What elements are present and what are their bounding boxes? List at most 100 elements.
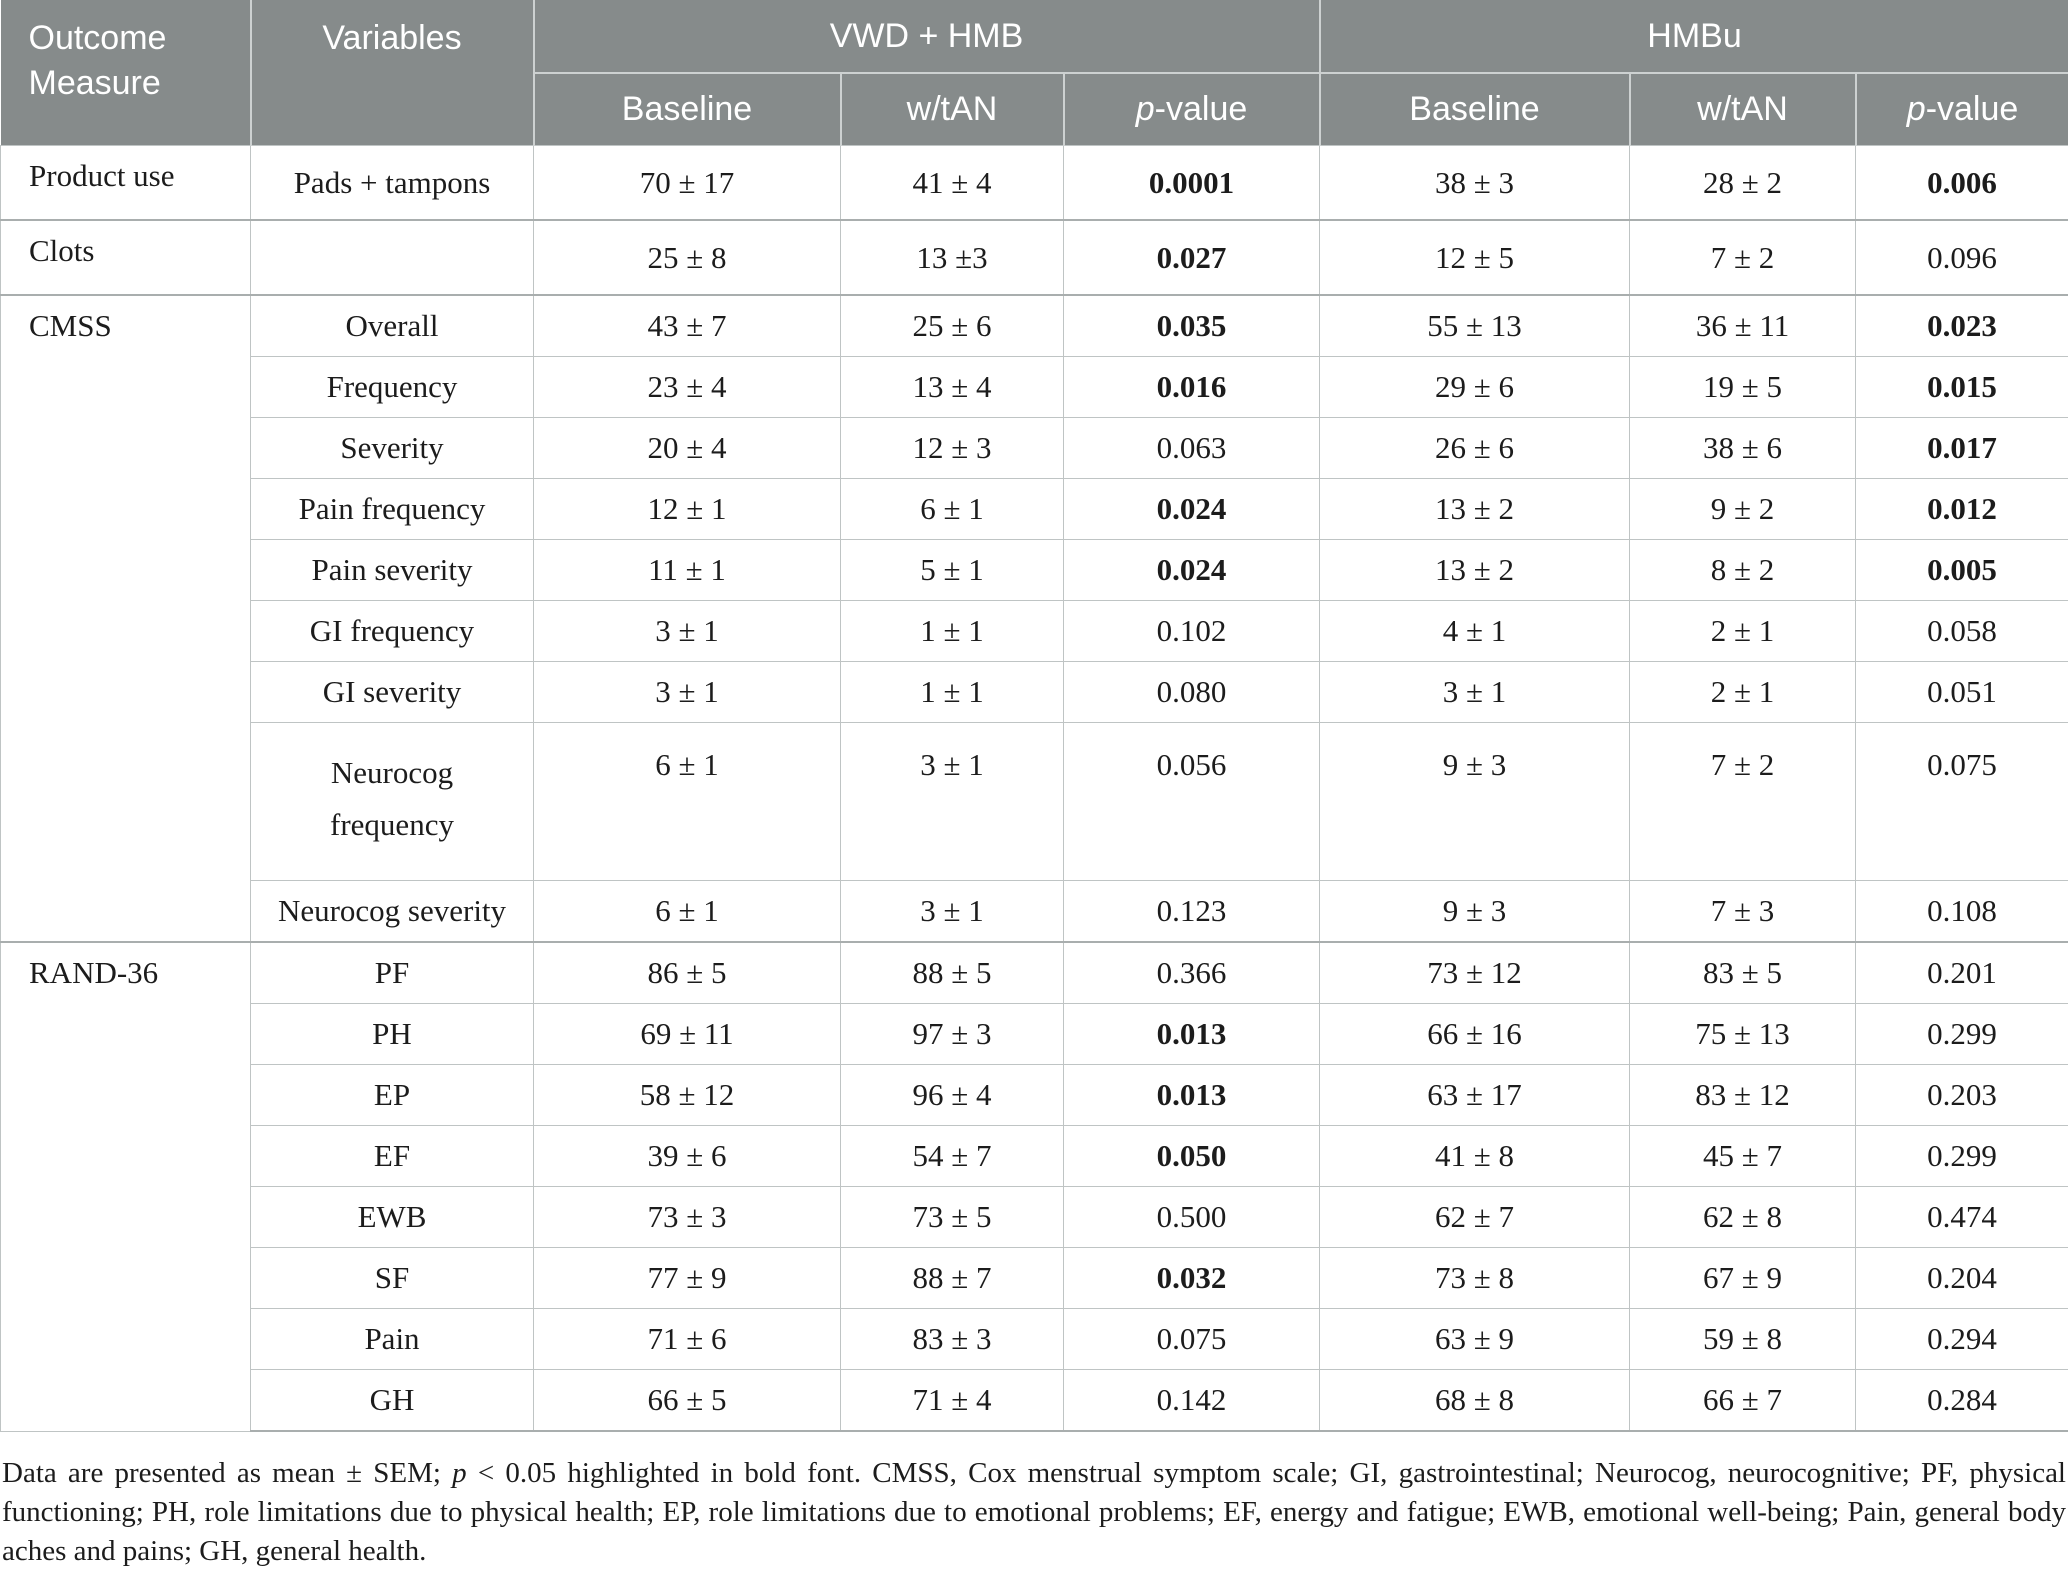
mean-sem-cell: 3 ± 1 [1320,662,1630,723]
p-value-cell: 0.474 [1856,1187,2068,1248]
variable-cell: Pain frequency [251,479,534,540]
mean-sem-cell: 63 ± 17 [1320,1065,1630,1126]
mean-sem-cell: 71 ± 4 [841,1370,1064,1432]
mean-sem-cell: 97 ± 3 [841,1004,1064,1065]
mean-sem-cell: 86 ± 5 [534,942,841,1004]
column-header-w-tan: w/tAN [1630,73,1856,146]
mean-sem-cell: 54 ± 7 [841,1126,1064,1187]
variable-cell: Neurocog severity [251,881,534,943]
mean-sem-cell: 73 ± 12 [1320,942,1630,1004]
variable-cell: EWB [251,1187,534,1248]
mean-sem-cell: 83 ± 5 [1630,942,1856,1004]
mean-sem-cell: 13 ± 2 [1320,540,1630,601]
mean-sem-cell: 7 ± 3 [1630,881,1856,943]
mean-sem-cell: 41 ± 4 [841,146,1064,221]
outcome-measure-cell: Product use [1,146,251,221]
mean-sem-cell: 73 ± 8 [1320,1248,1630,1309]
mean-sem-cell: 9 ± 3 [1320,881,1630,943]
mean-sem-cell: 11 ± 1 [534,540,841,601]
p-value-cell: 0.075 [1856,723,2068,881]
mean-sem-cell: 67 ± 9 [1630,1248,1856,1309]
mean-sem-cell: 66 ± 7 [1630,1370,1856,1432]
variable-cell: PF [251,942,534,1004]
variable-cell: SF [251,1248,534,1309]
outcome-measure-cell: RAND-36 [1,942,251,1431]
mean-sem-cell: 9 ± 2 [1630,479,1856,540]
mean-sem-cell: 29 ± 6 [1320,357,1630,418]
outcome-measure-cell: Clots [1,220,251,295]
p-value-cell: 0.017 [1856,418,2068,479]
p-value-cell: 0.284 [1856,1370,2068,1432]
column-header-baseline: Baseline [1320,73,1630,146]
mean-sem-cell: 63 ± 9 [1320,1309,1630,1370]
footnote-italic-p: p [452,1457,467,1489]
mean-sem-cell: 39 ± 6 [534,1126,841,1187]
mean-sem-cell: 38 ± 6 [1630,418,1856,479]
group-header-hmbu: HMBu [1320,0,2068,73]
mean-sem-cell: 3 ± 1 [534,601,841,662]
column-header-w-tan: w/tAN [841,73,1064,146]
mean-sem-cell: 58 ± 12 [534,1065,841,1126]
p-value-cell: 0.027 [1064,220,1320,295]
p-value-cell: 0.102 [1064,601,1320,662]
variable-cell: GI frequency [251,601,534,662]
p-value-cell: 0.056 [1064,723,1320,881]
mean-sem-cell: 66 ± 16 [1320,1004,1630,1065]
outcome-measure-header: Outcome Measure [1,0,251,146]
mean-sem-cell: 38 ± 3 [1320,146,1630,221]
mean-sem-cell: 13 ±3 [841,220,1064,295]
group-header-row: Outcome Measure Variables VWD + HMB HMBu [1,0,2068,73]
variable-cell: EP [251,1065,534,1126]
mean-sem-cell: 83 ± 12 [1630,1065,1856,1126]
column-header-p-value: p-value [1064,73,1320,146]
variable-cell: Frequency [251,357,534,418]
mean-sem-cell: 20 ± 4 [534,418,841,479]
variable-cell: GH [251,1370,534,1432]
variable-cell: Overall [251,295,534,357]
p-value-cell: 0.035 [1064,295,1320,357]
p-value-cell: 0.051 [1856,662,2068,723]
variable-cell: GI severity [251,662,534,723]
mean-sem-cell: 19 ± 5 [1630,357,1856,418]
p-value-cell: 0.006 [1856,146,2068,221]
variables-header: Variables [251,0,534,146]
mean-sem-cell: 3 ± 1 [841,881,1064,943]
p-value-cell: 0.366 [1064,942,1320,1004]
mean-sem-cell: 88 ± 7 [841,1248,1064,1309]
variable-cell: EF [251,1126,534,1187]
mean-sem-cell: 5 ± 1 [841,540,1064,601]
p-value-cell: 0.203 [1856,1065,2068,1126]
mean-sem-cell: 25 ± 8 [534,220,841,295]
mean-sem-cell: 7 ± 2 [1630,723,1856,881]
p-value-cell: 0.0001 [1064,146,1320,221]
mean-sem-cell: 23 ± 4 [534,357,841,418]
mean-sem-cell: 62 ± 8 [1630,1187,1856,1248]
mean-sem-cell: 6 ± 1 [841,479,1064,540]
p-value-cell: 0.204 [1856,1248,2068,1309]
variable-cell: Pads + tampons [251,146,534,221]
p-value-cell: 0.075 [1064,1309,1320,1370]
p-value-cell: 0.023 [1856,295,2068,357]
mean-sem-cell: 6 ± 1 [534,881,841,943]
p-value-cell: 0.012 [1856,479,2068,540]
group-header-vwd-hmb: VWD + HMB [534,0,1320,73]
mean-sem-cell: 12 ± 5 [1320,220,1630,295]
mean-sem-cell: 1 ± 1 [841,601,1064,662]
variable-cell: PH [251,1004,534,1065]
mean-sem-cell: 77 ± 9 [534,1248,841,1309]
mean-sem-cell: 96 ± 4 [841,1065,1064,1126]
mean-sem-cell: 25 ± 6 [841,295,1064,357]
mean-sem-cell: 73 ± 5 [841,1187,1064,1248]
p-value-cell: 0.063 [1064,418,1320,479]
column-header-p-value: p-value [1856,73,2068,146]
